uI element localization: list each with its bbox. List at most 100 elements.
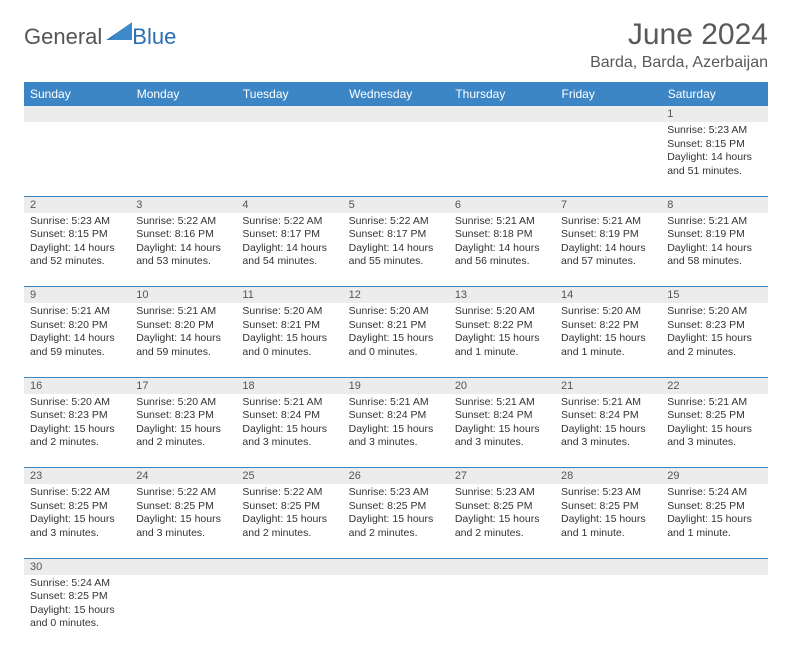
day-number: 3 [130,197,236,213]
daynum-cell: 20 [449,377,555,394]
sunrise-text: Sunrise: 5:21 AM [455,215,549,229]
daynum-cell: 15 [661,287,767,304]
sunset-text: Sunset: 8:25 PM [136,500,230,514]
daylight-text: Daylight: 15 hours and 2 minutes. [136,423,230,450]
sunset-text: Sunset: 8:25 PM [561,500,655,514]
day-cell: Sunrise: 5:21 AMSunset: 8:24 PMDaylight:… [449,394,555,468]
daynum-row: 30 [24,558,768,575]
sunset-text: Sunset: 8:16 PM [136,228,230,242]
daylight-text: Daylight: 14 hours and 59 minutes. [136,332,230,359]
sunset-text: Sunset: 8:15 PM [667,138,761,152]
sunrise-text: Sunrise: 5:23 AM [561,486,655,500]
daylight-text: Daylight: 14 hours and 54 minutes. [242,242,336,269]
day-number: 22 [661,378,767,394]
daylight-text: Daylight: 15 hours and 3 minutes. [667,423,761,450]
daylight-text: Daylight: 14 hours and 59 minutes. [30,332,124,359]
day-body: Sunrise: 5:21 AMSunset: 8:24 PMDaylight:… [343,394,449,455]
daylight-text: Daylight: 14 hours and 56 minutes. [455,242,549,269]
sunset-text: Sunset: 8:23 PM [667,319,761,333]
day-number: 7 [555,197,661,213]
day-number [661,559,767,575]
day-body: Sunrise: 5:20 AMSunset: 8:22 PMDaylight:… [449,303,555,364]
weekday-header: Wednesday [343,82,449,106]
daylight-text: Daylight: 15 hours and 3 minutes. [455,423,549,450]
day-number: 2 [24,197,130,213]
sunrise-text: Sunrise: 5:23 AM [455,486,549,500]
daynum-cell: 9 [24,287,130,304]
daylight-text: Daylight: 15 hours and 2 minutes. [30,423,124,450]
daynum-cell [236,106,342,122]
sunrise-text: Sunrise: 5:21 AM [30,305,124,319]
day-cell: Sunrise: 5:20 AMSunset: 8:21 PMDaylight:… [236,303,342,377]
daynum-cell: 5 [343,196,449,213]
daynum-cell: 22 [661,377,767,394]
sunrise-text: Sunrise: 5:23 AM [30,215,124,229]
sunset-text: Sunset: 8:23 PM [30,409,124,423]
daylight-text: Daylight: 15 hours and 0 minutes. [30,604,124,631]
day-body: Sunrise: 5:22 AMSunset: 8:25 PMDaylight:… [24,484,130,545]
day-cell: Sunrise: 5:22 AMSunset: 8:17 PMDaylight:… [343,213,449,287]
sunset-text: Sunset: 8:21 PM [242,319,336,333]
daynum-cell: 17 [130,377,236,394]
daylight-text: Daylight: 15 hours and 2 minutes. [667,332,761,359]
day-number [555,106,661,122]
day-number: 10 [130,287,236,303]
daynum-cell: 18 [236,377,342,394]
daynum-cell: 30 [24,558,130,575]
daynum-cell: 14 [555,287,661,304]
daynum-cell [555,558,661,575]
day-cell [449,122,555,196]
day-cell [236,122,342,196]
daylight-text: Daylight: 15 hours and 3 minutes. [30,513,124,540]
sunrise-text: Sunrise: 5:21 AM [136,305,230,319]
daynum-cell: 25 [236,468,342,485]
daynum-cell [130,558,236,575]
daylight-text: Daylight: 14 hours and 55 minutes. [349,242,443,269]
day-body: Sunrise: 5:21 AMSunset: 8:18 PMDaylight:… [449,213,555,274]
sunset-text: Sunset: 8:17 PM [349,228,443,242]
sunrise-text: Sunrise: 5:20 AM [136,396,230,410]
day-cell: Sunrise: 5:21 AMSunset: 8:19 PMDaylight:… [661,213,767,287]
daynum-cell [661,558,767,575]
day-number: 20 [449,378,555,394]
daynum-cell: 19 [343,377,449,394]
sunset-text: Sunset: 8:17 PM [242,228,336,242]
daylight-text: Daylight: 15 hours and 2 minutes. [242,513,336,540]
sunset-text: Sunset: 8:25 PM [349,500,443,514]
day-body: Sunrise: 5:21 AMSunset: 8:20 PMDaylight:… [24,303,130,364]
sunset-text: Sunset: 8:18 PM [455,228,549,242]
week-row: Sunrise: 5:22 AMSunset: 8:25 PMDaylight:… [24,484,768,558]
week-row: Sunrise: 5:20 AMSunset: 8:23 PMDaylight:… [24,394,768,468]
day-number: 24 [130,468,236,484]
daynum-cell: 8 [661,196,767,213]
sunset-text: Sunset: 8:25 PM [30,590,124,604]
day-number: 17 [130,378,236,394]
weekday-header: Monday [130,82,236,106]
day-cell: Sunrise: 5:22 AMSunset: 8:25 PMDaylight:… [236,484,342,558]
sunrise-text: Sunrise: 5:23 AM [349,486,443,500]
day-cell: Sunrise: 5:21 AMSunset: 8:20 PMDaylight:… [130,303,236,377]
sunset-text: Sunset: 8:19 PM [561,228,655,242]
day-body: Sunrise: 5:20 AMSunset: 8:23 PMDaylight:… [24,394,130,455]
day-number: 18 [236,378,342,394]
day-body: Sunrise: 5:24 AMSunset: 8:25 PMDaylight:… [24,575,130,636]
daynum-cell: 23 [24,468,130,485]
day-cell: Sunrise: 5:21 AMSunset: 8:20 PMDaylight:… [24,303,130,377]
sunset-text: Sunset: 8:25 PM [455,500,549,514]
sunset-text: Sunset: 8:15 PM [30,228,124,242]
sunrise-text: Sunrise: 5:23 AM [667,124,761,138]
day-number: 27 [449,468,555,484]
day-body: Sunrise: 5:23 AMSunset: 8:25 PMDaylight:… [555,484,661,545]
sunset-text: Sunset: 8:20 PM [136,319,230,333]
weekday-header: Sunday [24,82,130,106]
day-body: Sunrise: 5:21 AMSunset: 8:24 PMDaylight:… [449,394,555,455]
sunrise-text: Sunrise: 5:20 AM [667,305,761,319]
day-number [555,559,661,575]
daynum-cell: 16 [24,377,130,394]
daynum-cell [555,106,661,122]
day-cell: Sunrise: 5:21 AMSunset: 8:24 PMDaylight:… [343,394,449,468]
daylight-text: Daylight: 15 hours and 1 minute. [561,332,655,359]
calendar-table: Sunday Monday Tuesday Wednesday Thursday… [24,82,768,649]
daylight-text: Daylight: 14 hours and 57 minutes. [561,242,655,269]
daynum-row: 16171819202122 [24,377,768,394]
